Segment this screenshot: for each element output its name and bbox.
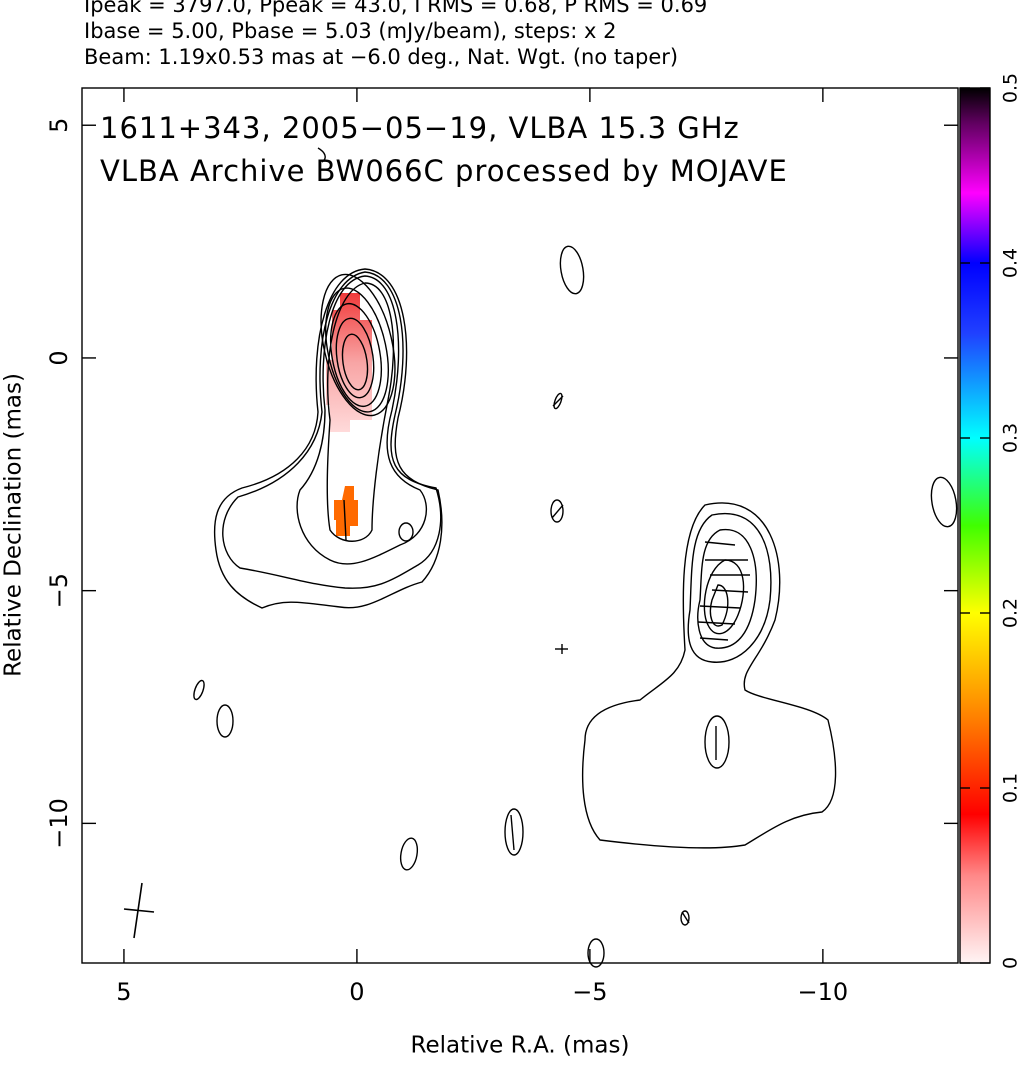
x-tick-label: −10 [798,978,849,1006]
beam [123,882,155,939]
x-tick-label: 5 [116,978,131,1006]
evpa-ticks [343,395,750,924]
header-line: Beam: 1.19x0.53 mas at −6.0 deg., Nat. W… [84,45,678,69]
y-tick-label: 0 [45,350,73,365]
annotation: VLBA Archive BW066C processed by MOJAVE [100,154,788,188]
colorbar-tick-label: 0 [1000,957,1022,969]
contours [193,147,958,968]
colorbar-tick-label: 0.1 [1000,773,1022,803]
y-tick-label: −10 [45,798,73,849]
colorbar [959,87,991,964]
colorbar-tick-label: 0.2 [1000,598,1022,628]
y-tick-label: 5 [45,118,73,133]
colorbar-tick-label: 0.3 [1000,423,1022,453]
x-axis-label: Relative R.A. (mas) [411,1033,630,1059]
colorbar-tick-label: 0.5 [1000,73,1022,103]
colorbar-tick-label: 0.4 [1000,248,1022,278]
header-line: Ipeak = 3797.0, Ppeak = 43.0, I RMS = 0.… [84,0,707,17]
plot-frame [81,87,959,964]
annotation: 1611+343, 2005−05−19, VLBA 15.3 GHz [100,111,740,145]
x-tick-label: −5 [572,978,607,1006]
header-line: Ibase = 5.00, Pbase = 5.03 (mJy/beam), s… [84,19,616,43]
y-axis-label: Relative Declination (mas) [1,373,27,677]
y-tick-label: −5 [45,573,73,608]
x-tick-label: 0 [349,978,364,1006]
